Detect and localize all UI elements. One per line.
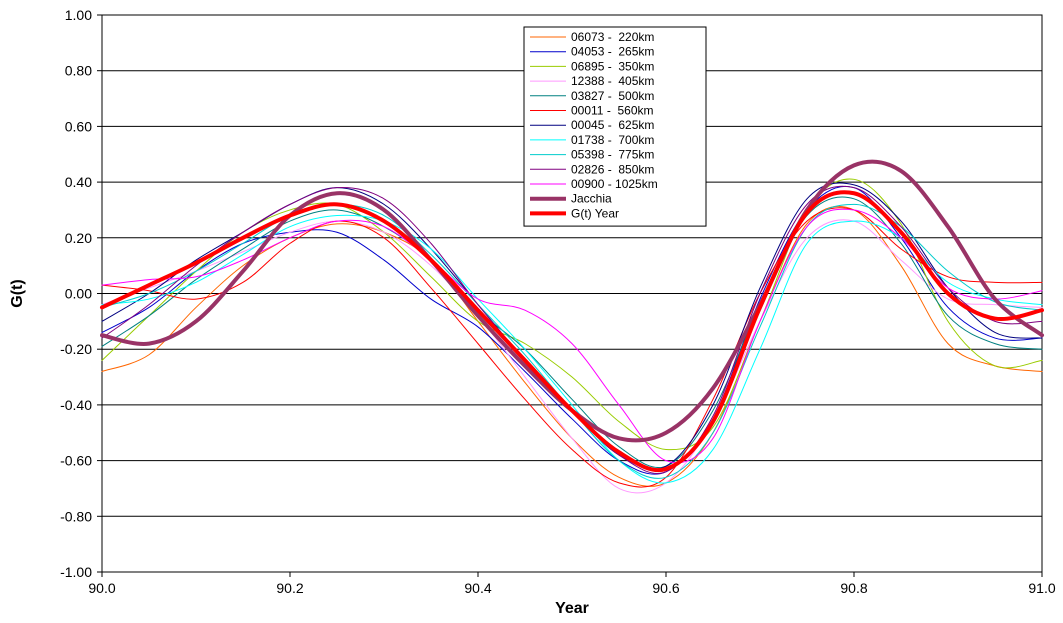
x-tick-label: 90.4 (464, 580, 491, 596)
x-tick-label: 90.2 (276, 580, 303, 596)
legend-label: 00011 - 560km (571, 104, 654, 118)
x-tick-label: 90.0 (88, 580, 115, 596)
legend-label: 01738 - 700km (571, 133, 654, 147)
x-axis-title: Year (555, 600, 589, 617)
y-tick-label: 0.20 (65, 230, 92, 246)
legend-label: 00045 - 625km (571, 118, 654, 132)
legend-label: 06895 - 350km (571, 59, 654, 73)
y-tick-label: 0.00 (65, 286, 92, 302)
y-tick-label: -0.20 (60, 341, 92, 357)
series-lines (100, 159, 1044, 494)
legend-label: 03827 - 500km (571, 89, 654, 103)
series-line-10 (101, 208, 1043, 464)
x-tick-label: 90.8 (840, 580, 867, 596)
series-line-5 (101, 207, 1043, 488)
x-tick-label: 91.0 (1028, 580, 1055, 596)
legend-label: 02826 - 850km (571, 162, 654, 176)
legend-label: Jacchia (571, 192, 612, 206)
y-axis-title: G(t) (9, 279, 26, 307)
legend-label: 06073 - 220km (571, 30, 654, 44)
series-line-0 (101, 205, 1043, 487)
legend-label: 00900 - 1025km (571, 177, 658, 191)
y-tick-label: 1.00 (65, 7, 92, 23)
y-tick-label: 0.40 (65, 174, 92, 190)
legend-label: 05398 - 775km (571, 148, 654, 162)
y-tick-label: -0.60 (60, 453, 92, 469)
series-line-12 (100, 190, 1044, 473)
y-tick-label: -0.40 (60, 397, 92, 413)
y-tick-label: 0.80 (65, 63, 92, 79)
y-tick-label: 0.60 (65, 118, 92, 134)
tick-labels: -1.00 -0.80 -0.60 -0.40 -0.20 0.00 0.20 0.40 0.6… (60, 7, 1056, 596)
legend-label: 12388 - 405km (571, 74, 654, 88)
x-tick-label: 90.6 (652, 580, 679, 596)
y-tick-label: -0.80 (60, 508, 92, 524)
y-tick-label: -1.00 (60, 564, 92, 580)
legend-label: 04053 - 265km (571, 45, 654, 59)
legend-label: G(t) Year (571, 206, 619, 220)
series-line-3 (101, 219, 1043, 494)
series-line-8 (101, 203, 1043, 479)
legend-box (523, 26, 707, 227)
axes (97, 14, 1043, 577)
